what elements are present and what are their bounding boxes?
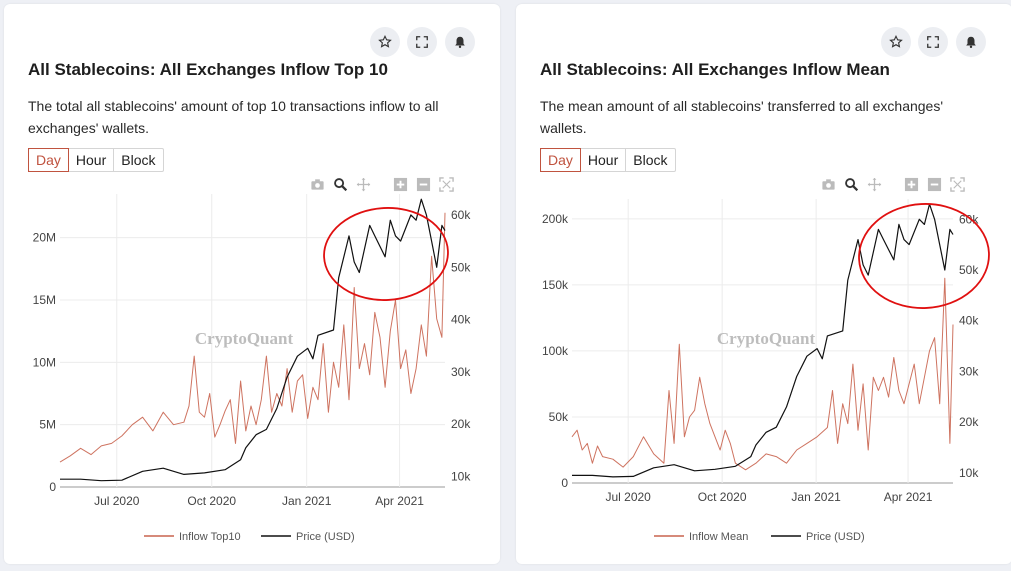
- tab-block[interactable]: Block: [121, 152, 156, 168]
- y-right-tick-label: 20k: [451, 417, 471, 431]
- inflow-line: [59, 212, 446, 463]
- chart-card-inflow-top10: All Stablecoins: All Exchanges Inflow To…: [4, 4, 500, 564]
- camera-icon[interactable]: [309, 176, 325, 192]
- annotation-circle: [323, 207, 449, 301]
- chart-card-inflow-mean: All Stablecoins: All Exchanges Inflow Me…: [516, 4, 1011, 564]
- y-right-tick-label: 50k: [959, 263, 979, 277]
- inflow-top10-chart: 0 5M 10M 15M 20M 10k 20k 30k 40k 50k 60k Jul 2020 Oc…: [33, 194, 471, 543]
- tab-hour[interactable]: Hour: [69, 149, 115, 171]
- zoom-out-icon[interactable]: [415, 176, 431, 192]
- y-right-tick-label: 50k: [451, 260, 471, 274]
- zoom-in-icon[interactable]: [392, 176, 408, 192]
- zoom-in-icon[interactable]: [903, 176, 919, 192]
- y-right-tick-label: 30k: [959, 364, 979, 378]
- price-line: [60, 198, 446, 482]
- pan-icon[interactable]: [355, 176, 371, 192]
- y-right-tick-label: 30k: [451, 365, 471, 379]
- x-tick-label: Jan 2021: [282, 494, 332, 508]
- y-left-tick-label: 5M: [39, 418, 56, 432]
- legend-label-price: Price (USD): [296, 531, 355, 543]
- star-icon[interactable]: [881, 27, 911, 57]
- tab-block[interactable]: Block: [633, 152, 668, 168]
- zoom-out-icon[interactable]: [926, 176, 942, 192]
- chart-modebar: [309, 176, 454, 192]
- legend-label-inflow: Inflow Mean: [689, 531, 748, 543]
- cryptoquant-watermark: CryptoQuant: [717, 329, 816, 348]
- chart-description: The mean amount of all stablecoins' tran…: [540, 98, 944, 136]
- chart-description: The total all stablecoins' amount of top…: [28, 98, 439, 136]
- tab-day[interactable]: Day: [540, 148, 581, 172]
- cryptoquant-watermark: CryptoQuant: [195, 329, 294, 348]
- expand-icon[interactable]: [407, 27, 437, 57]
- y-left-tick-label: 100k: [542, 344, 569, 358]
- y-right-tick-label: 10k: [959, 466, 979, 480]
- y-left-tick-label: 150k: [542, 278, 569, 292]
- inflow-line: [571, 277, 954, 471]
- chart-modebar: [820, 176, 965, 192]
- y-right-tick-label: 60k: [451, 208, 471, 222]
- y-left-tick-label: 50k: [549, 410, 569, 424]
- y-right-tick-label: 40k: [959, 314, 979, 328]
- interval-tabs: Day Hour Block: [540, 148, 676, 172]
- y-right-tick-label: 20k: [959, 415, 979, 429]
- chart-title: All Stablecoins: All Exchanges Inflow To…: [28, 60, 388, 79]
- zoom-icon[interactable]: [332, 176, 348, 192]
- bell-icon[interactable]: [445, 27, 475, 57]
- chart-title: All Stablecoins: All Exchanges Inflow Me…: [540, 60, 890, 79]
- y-right-tick-label: 40k: [451, 313, 471, 327]
- x-tick-label: Jul 2020: [605, 490, 651, 504]
- autoscale-icon[interactable]: [949, 176, 965, 192]
- expand-icon[interactable]: [918, 27, 948, 57]
- tab-day[interactable]: Day: [28, 148, 69, 172]
- autoscale-icon[interactable]: [438, 176, 454, 192]
- y-left-tick-label: 20M: [33, 231, 56, 245]
- x-tick-label: Jul 2020: [94, 494, 140, 508]
- x-tick-label: Oct 2020: [698, 490, 747, 504]
- y-left-tick-label: 15M: [33, 293, 56, 307]
- price-line: [572, 203, 954, 478]
- y-left-tick-label: 10M: [33, 355, 56, 369]
- tab-hour[interactable]: Hour: [581, 149, 627, 171]
- zoom-icon[interactable]: [843, 176, 859, 192]
- x-tick-label: Jan 2021: [791, 490, 841, 504]
- camera-icon[interactable]: [820, 176, 836, 192]
- bell-icon[interactable]: [956, 27, 986, 57]
- x-tick-label: Apr 2021: [375, 494, 424, 508]
- legend-label-price: Price (USD): [806, 531, 865, 543]
- pan-icon[interactable]: [866, 176, 882, 192]
- star-icon[interactable]: [370, 27, 400, 57]
- y-left-tick-label: 0: [49, 480, 56, 494]
- x-tick-label: Oct 2020: [187, 494, 236, 508]
- y-left-tick-label: 200k: [542, 212, 569, 226]
- annotation-circle: [858, 203, 990, 309]
- y-right-tick-label: 10k: [451, 470, 471, 484]
- y-left-tick-label: 0: [561, 476, 568, 490]
- x-tick-label: Apr 2021: [884, 490, 933, 504]
- legend-label-inflow: Inflow Top10: [179, 531, 241, 543]
- interval-tabs: Day Hour Block: [28, 148, 164, 172]
